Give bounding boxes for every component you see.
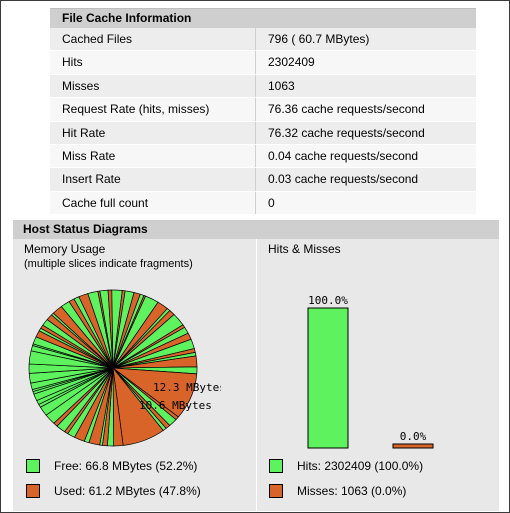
host-status-panel: Host Status Diagrams Memory Usage (multi… (13, 220, 499, 511)
legend-misses-label: Misses: 1063 (0.0%) (297, 484, 407, 498)
bar-misses (392, 443, 434, 449)
legend-used-label: Used: 61.2 MBytes (47.8%) (54, 484, 201, 498)
row-value: 1063 (268, 78, 295, 93)
row-value: 0.04 cache requests/second (268, 148, 419, 163)
legend-free: Free: 66.8 MBytes (52.2%) (26, 459, 197, 473)
legend-misses: Misses: 1063 (0.0%) (269, 484, 406, 498)
legend-hits-label: Hits: 2302409 (100.0%) (297, 459, 424, 473)
pie-slice-free (32, 343, 114, 369)
row-label: Cached Files (50, 28, 256, 51)
legend-hits: Hits: 2302409 (100.0%) (269, 459, 423, 473)
bar-hits-label: 100.0% (308, 294, 348, 307)
table-row: Cached Files 796 ( 60.7 MBytes) (50, 28, 476, 52)
memory-pie-chart: 12.3 MBytes 10.6 MBytes (28, 289, 221, 447)
hits-misses-title: Hits & Misses (268, 242, 341, 256)
table-row: Hits 2302409 (50, 51, 476, 75)
table-row: Misses 1063 (50, 74, 476, 99)
row-value: 76.36 cache requests/second (268, 102, 425, 117)
pie-label-2: 10.6 MBytes (139, 399, 212, 412)
legend-free-label: Free: 66.8 MBytes (52.2%) (54, 459, 198, 473)
row-label: Request Rate (hits, misses) (50, 98, 256, 121)
hits-swatch (269, 459, 283, 473)
row-value: 2302409 (268, 55, 315, 70)
table-row: Miss Rate 0.04 cache requests/second (50, 144, 476, 169)
row-value: 0.03 cache requests/second (268, 172, 419, 187)
memory-usage-title: Memory Usage (24, 242, 106, 256)
table-row: Cache full count 0 (50, 191, 476, 216)
row-label: Cache full count (50, 191, 256, 215)
row-label: Insert Rate (50, 168, 256, 191)
pie-label-1: 12.3 MBytes (153, 381, 221, 394)
bar-hits (307, 307, 349, 449)
host-status-title: Host Status Diagrams (13, 220, 499, 239)
row-label: Miss Rate (50, 144, 256, 168)
bar-misses-label: 0.0% (400, 430, 427, 443)
file-cache-rows: Cached Files 796 ( 60.7 MBytes) Hits 230240… (50, 28, 476, 216)
row-value: 796 ( 60.7 MBytes) (268, 32, 370, 46)
row-label: Misses (50, 74, 256, 98)
file-cache-table: File Cache Information Cached Files 796 (… (50, 8, 476, 216)
panel-divider (256, 239, 257, 511)
free-swatch (26, 459, 40, 473)
row-value: 0 (268, 195, 275, 210)
row-label: Hits (50, 51, 256, 74)
hits-misses-bar-chart: 100.0% 0.0% (307, 294, 434, 449)
memory-usage-subtitle: (multiple slices indicate fragments) (24, 258, 193, 270)
table-row: Request Rate (hits, misses) 76.36 cache r… (50, 98, 476, 122)
row-value: 76.32 cache requests/second (268, 125, 425, 140)
used-swatch (26, 484, 40, 498)
row-label: Hit Rate (50, 121, 256, 144)
table-row: Hit Rate 76.32 cache requests/second (50, 121, 476, 145)
misses-swatch (269, 484, 283, 498)
table-row: Insert Rate 0.03 cache requests/second (50, 168, 476, 192)
file-cache-title: File Cache Information (50, 8, 476, 28)
legend-used: Used: 61.2 MBytes (47.8%) (26, 484, 201, 498)
